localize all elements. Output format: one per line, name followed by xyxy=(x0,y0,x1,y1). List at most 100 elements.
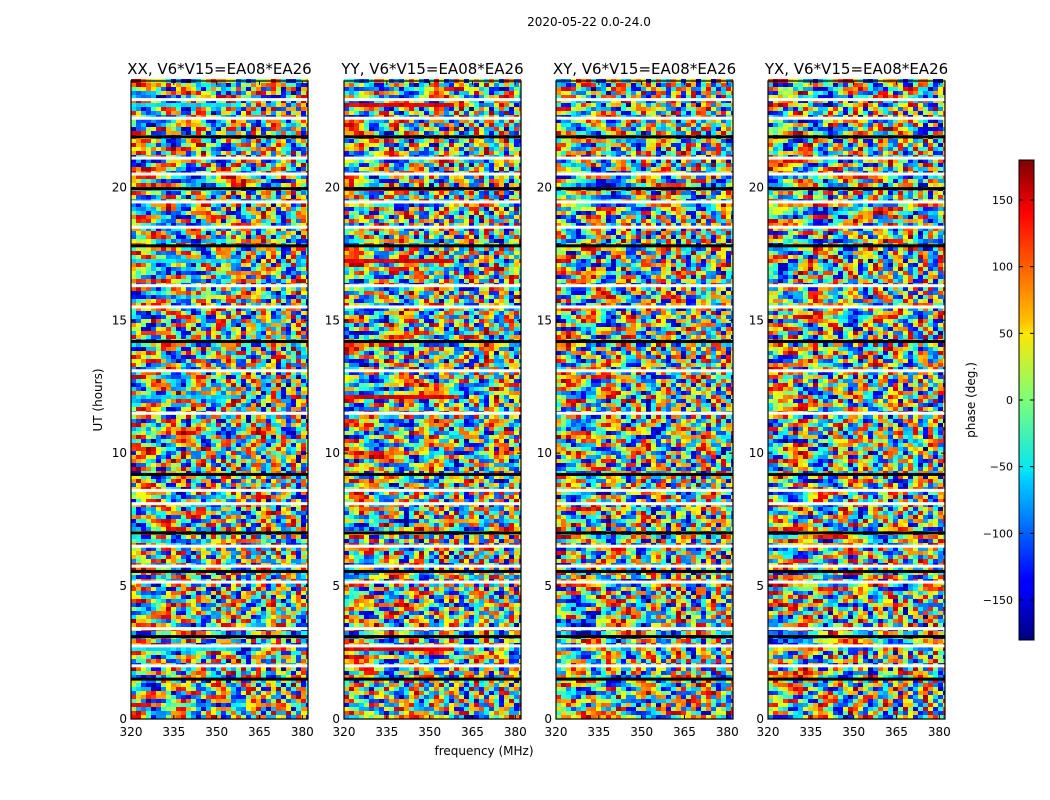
heatmap-cell xyxy=(276,271,281,275)
heatmap-cell xyxy=(196,711,201,715)
heatmap-cell xyxy=(196,455,201,459)
heatmap-cell xyxy=(281,347,286,351)
heatmap-cell xyxy=(271,443,276,447)
heatmap-cell xyxy=(221,599,226,603)
heatmap-cell xyxy=(181,179,186,183)
heatmap-cell xyxy=(286,667,291,671)
heatmap-cell xyxy=(291,651,296,655)
heatmap-cell xyxy=(241,483,246,487)
heatmap-cell xyxy=(236,631,241,635)
heatmap-cell xyxy=(231,711,236,715)
heatmap-cell xyxy=(271,603,276,607)
heatmap-cell xyxy=(191,507,196,511)
heatmap-cell xyxy=(171,259,176,263)
heatmap-cell xyxy=(251,299,256,303)
heatmap-cell xyxy=(166,215,171,219)
heatmap-cell xyxy=(256,315,261,319)
heatmap-cell xyxy=(151,639,156,643)
heatmap-cell xyxy=(181,687,186,691)
heatmap-cell xyxy=(296,611,301,615)
heatmap-cell xyxy=(301,355,306,359)
heatmap-cell xyxy=(196,591,201,595)
heatmap-cell xyxy=(261,667,266,671)
heatmap-cell xyxy=(221,455,226,459)
heatmap-cell xyxy=(171,239,176,243)
heatmap-cell xyxy=(161,295,166,299)
heatmap-cell xyxy=(141,403,146,407)
heatmap-cell xyxy=(276,423,281,427)
heatmap-cell xyxy=(166,463,171,467)
heatmap-cell xyxy=(206,639,211,643)
heatmap-cell xyxy=(176,363,181,367)
heatmap-cell xyxy=(161,595,166,599)
heatmap-cell xyxy=(191,263,196,267)
heatmap-cell xyxy=(236,583,241,587)
heatmap-cell xyxy=(301,683,306,687)
heatmap-cell xyxy=(216,655,221,659)
heatmap-cell xyxy=(166,267,171,271)
heatmap-cell xyxy=(281,595,286,599)
heatmap-cell xyxy=(206,651,211,655)
heatmap-cell xyxy=(206,447,211,451)
heatmap-cell xyxy=(271,387,276,391)
heatmap-cell xyxy=(241,275,246,279)
heatmap-cell xyxy=(146,671,151,675)
heatmap-cell xyxy=(251,399,256,403)
heatmap-cell xyxy=(216,459,221,463)
heatmap-cell xyxy=(131,183,136,187)
heatmap-cell xyxy=(221,175,226,179)
heatmap-cell xyxy=(236,207,241,211)
heatmap-cell xyxy=(241,235,246,239)
heatmap-cell xyxy=(151,387,156,391)
heatmap-cell xyxy=(236,299,241,303)
heatmap-cell xyxy=(271,687,276,691)
heatmap-cell xyxy=(286,195,291,199)
heatmap-cell xyxy=(301,375,306,379)
heatmap-cell xyxy=(176,603,181,607)
heatmap-cell xyxy=(296,259,301,263)
heatmap-cell xyxy=(201,595,206,599)
heatmap-cell xyxy=(136,683,141,687)
heatmap-cell xyxy=(266,259,271,263)
heatmap-cell xyxy=(171,659,176,663)
heatmap-cell xyxy=(151,539,156,543)
heatmap-cell xyxy=(176,435,181,439)
heatmap-cell xyxy=(236,591,241,595)
heatmap-cell xyxy=(286,395,291,399)
heatmap-cell xyxy=(291,359,296,363)
heatmap-cell xyxy=(226,623,231,627)
heatmap-cell xyxy=(266,615,271,619)
heatmap-cell xyxy=(231,671,236,675)
heatmap-cell xyxy=(216,403,221,407)
heatmap-cell xyxy=(196,315,201,319)
heatmap-cell xyxy=(226,683,231,687)
heatmap-cell xyxy=(166,383,171,387)
heatmap-cell xyxy=(136,507,141,511)
heatmap-cell xyxy=(221,459,226,463)
heatmap-cell xyxy=(156,355,161,359)
heatmap-cell xyxy=(191,495,196,499)
heatmap-cell xyxy=(256,603,261,607)
heatmap-cell xyxy=(171,667,176,671)
heatmap-cell xyxy=(251,295,256,299)
heatmap-cell xyxy=(146,395,151,399)
heatmap-cell xyxy=(281,419,286,423)
heatmap-cell xyxy=(131,263,136,267)
heatmap-cell xyxy=(201,439,206,443)
heatmap-cell xyxy=(136,203,141,207)
heatmap-cell xyxy=(191,383,196,387)
heatmap-cell xyxy=(271,251,276,255)
heatmap-cell xyxy=(176,359,181,363)
heatmap-cell xyxy=(211,263,216,267)
heatmap-cell xyxy=(301,687,306,691)
heatmap-cell xyxy=(256,183,261,187)
heatmap-cell xyxy=(231,211,236,215)
heatmap-cell xyxy=(146,267,151,271)
heatmap-cell xyxy=(131,439,136,443)
heatmap-cell xyxy=(196,587,201,591)
heatmap-cell xyxy=(301,691,306,695)
heatmap-cell xyxy=(261,311,266,315)
heatmap-cell xyxy=(141,247,146,251)
heatmap-cell xyxy=(136,279,141,283)
heatmap-cell xyxy=(226,255,231,259)
